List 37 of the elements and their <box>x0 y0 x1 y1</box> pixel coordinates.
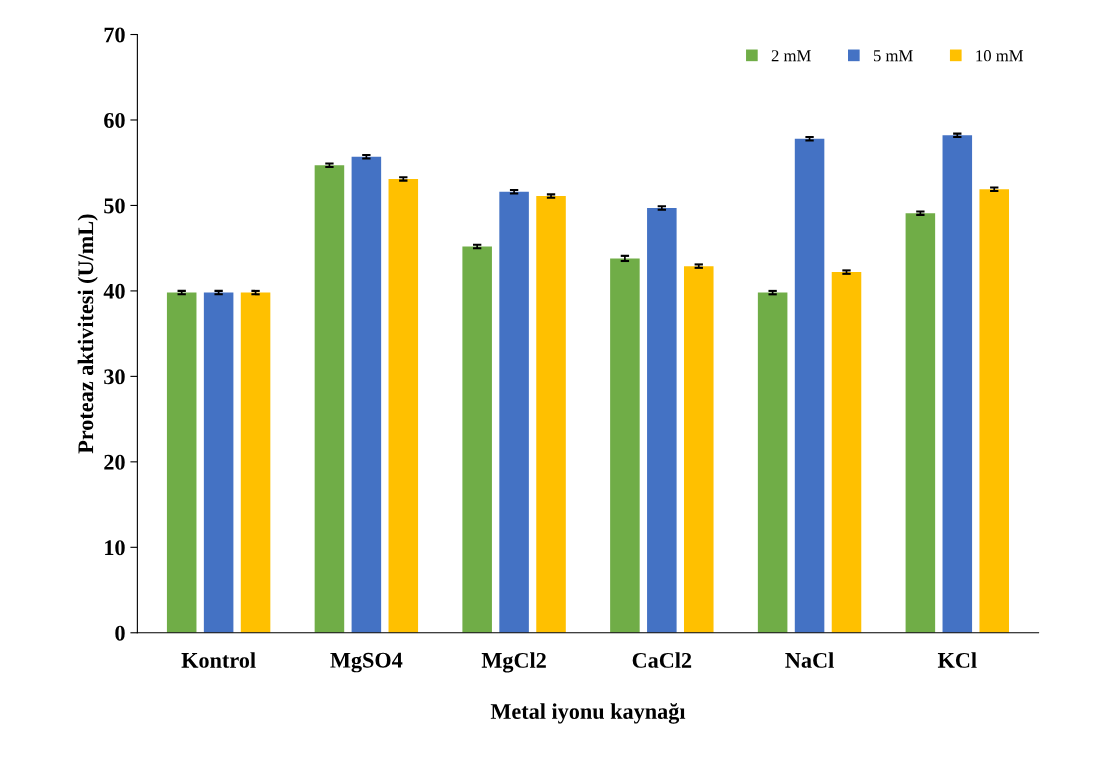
y-tick-label: 30 <box>104 369 125 385</box>
bar <box>683 266 714 633</box>
y-tick-label: 50 <box>104 198 125 214</box>
legend-label: 5 mM <box>873 50 913 62</box>
y-tick-label: 60 <box>104 112 125 128</box>
legend-label: 10 mM <box>976 50 1024 62</box>
bar <box>314 165 345 633</box>
bar <box>499 191 529 633</box>
bar <box>462 246 492 633</box>
y-tick-label: 0 <box>115 625 125 641</box>
bar <box>979 189 1010 633</box>
bar <box>905 213 936 633</box>
y-tick-label: 70 <box>104 27 125 43</box>
bar <box>203 292 234 633</box>
legend-label: 2 mM <box>771 50 811 62</box>
x-tick-label: KCl <box>937 652 977 668</box>
x-tick-label: NaCl <box>785 652 834 668</box>
x-tick-label: CaCl2 <box>632 652 692 668</box>
bar <box>647 208 677 633</box>
y-axis-title: Proteaz aktivitesi (U/mL) <box>77 214 98 454</box>
x-tick-label: MgCl2 <box>481 652 546 673</box>
x-axis-title: Metal iyonu kaynağı <box>490 703 686 724</box>
bar <box>610 258 640 633</box>
bar <box>166 292 197 633</box>
y-tick-label: 10 <box>105 540 125 556</box>
x-tick-label: MgSO4 <box>330 652 403 673</box>
bar <box>757 292 788 633</box>
bar <box>388 178 419 633</box>
bar <box>831 272 862 633</box>
bar <box>351 156 382 633</box>
bar <box>536 196 566 633</box>
bar <box>794 138 825 633</box>
x-tick-label: Kontrol <box>181 652 256 668</box>
bar <box>240 292 271 633</box>
y-tick-label: 40 <box>103 283 125 299</box>
y-tick-label: 20 <box>104 454 125 470</box>
bar <box>942 135 973 633</box>
